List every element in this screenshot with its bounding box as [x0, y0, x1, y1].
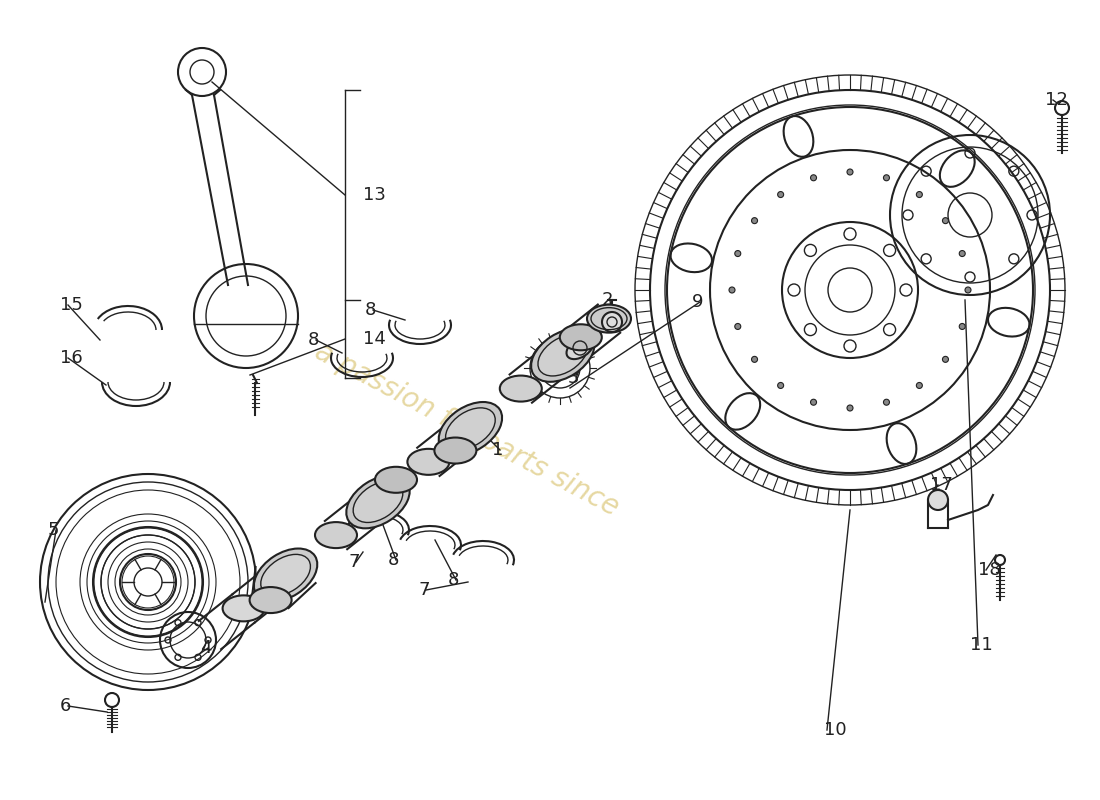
Text: 4: 4	[200, 639, 211, 657]
Circle shape	[916, 191, 923, 198]
Text: 16: 16	[60, 349, 82, 367]
Circle shape	[729, 287, 735, 293]
Ellipse shape	[446, 408, 495, 450]
Circle shape	[883, 399, 890, 406]
Circle shape	[916, 382, 923, 389]
Text: 2: 2	[602, 291, 614, 309]
Circle shape	[811, 399, 816, 406]
Ellipse shape	[439, 402, 502, 455]
Ellipse shape	[254, 549, 317, 602]
Circle shape	[847, 405, 852, 411]
Ellipse shape	[346, 475, 409, 528]
Circle shape	[928, 490, 948, 510]
Circle shape	[778, 191, 783, 198]
Ellipse shape	[531, 329, 594, 382]
Text: 11: 11	[970, 636, 992, 654]
Ellipse shape	[587, 305, 631, 333]
Text: 7: 7	[418, 581, 429, 599]
Ellipse shape	[353, 481, 403, 522]
Text: 9: 9	[692, 293, 704, 311]
Circle shape	[965, 287, 971, 293]
Circle shape	[751, 218, 758, 224]
Text: a passion for parts since: a passion for parts since	[310, 338, 624, 522]
Circle shape	[778, 382, 783, 389]
Circle shape	[735, 323, 740, 330]
Ellipse shape	[566, 337, 594, 359]
Text: 7: 7	[348, 553, 360, 571]
Circle shape	[847, 169, 852, 175]
Circle shape	[602, 312, 621, 332]
Text: 8: 8	[308, 331, 319, 349]
Text: 3: 3	[568, 369, 580, 387]
Text: 6: 6	[60, 697, 72, 715]
Circle shape	[883, 174, 890, 181]
Text: 13: 13	[363, 186, 386, 204]
Ellipse shape	[315, 522, 358, 548]
Ellipse shape	[375, 466, 417, 493]
Ellipse shape	[250, 587, 292, 613]
Text: 10: 10	[824, 721, 846, 739]
Text: 8: 8	[365, 301, 376, 319]
Text: 14: 14	[363, 330, 386, 348]
Circle shape	[959, 250, 965, 257]
Text: 12: 12	[1045, 91, 1068, 109]
Text: 5: 5	[48, 521, 59, 539]
Ellipse shape	[222, 595, 265, 622]
Circle shape	[943, 356, 948, 362]
Ellipse shape	[261, 554, 310, 596]
Text: 15: 15	[60, 296, 82, 314]
Circle shape	[751, 356, 758, 362]
Text: 1: 1	[492, 441, 504, 459]
Text: 8: 8	[448, 571, 460, 589]
Circle shape	[943, 218, 948, 224]
Ellipse shape	[407, 449, 450, 475]
Ellipse shape	[560, 324, 602, 350]
Ellipse shape	[499, 375, 542, 402]
Text: 17: 17	[930, 476, 953, 494]
Text: 8: 8	[388, 551, 399, 569]
Ellipse shape	[538, 334, 587, 376]
Circle shape	[811, 174, 816, 181]
Text: 18: 18	[978, 561, 1001, 579]
Ellipse shape	[434, 438, 476, 463]
Circle shape	[959, 323, 965, 330]
Circle shape	[735, 250, 740, 257]
